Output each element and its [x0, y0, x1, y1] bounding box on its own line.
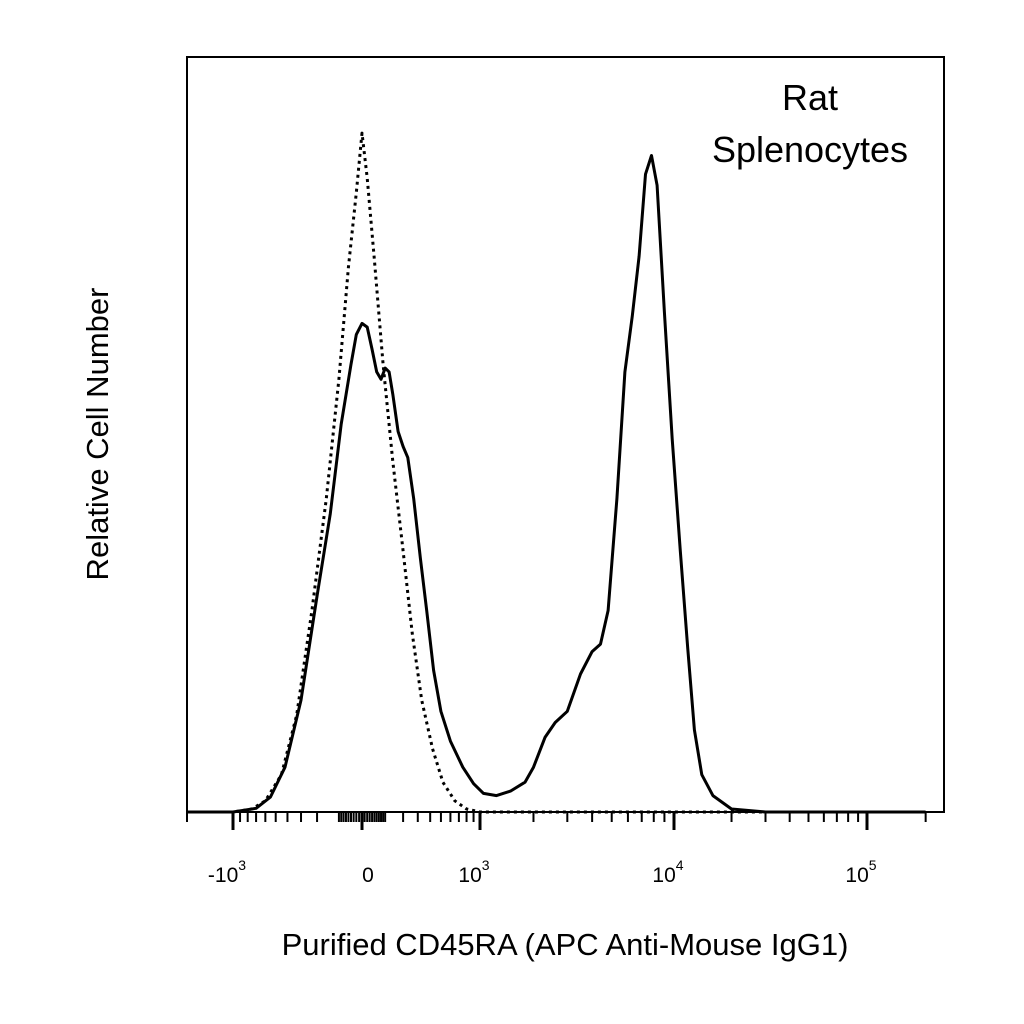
annotation-line-1: Rat	[782, 77, 838, 118]
x-tick-label: 103	[458, 857, 489, 887]
x-axis-title: Purified CD45RA (APC Anti-Mouse IgG1)	[282, 927, 849, 962]
x-tick-label: 0	[362, 864, 374, 887]
series-solid-line	[187, 154, 926, 814]
x-tick-label: -103	[208, 857, 246, 887]
x-tick-label: 105	[845, 857, 876, 887]
y-axis-title: Relative Cell Number	[80, 288, 115, 581]
annotation-line-2: Splenocytes	[712, 129, 908, 170]
x-tick-label: 104	[652, 857, 683, 887]
